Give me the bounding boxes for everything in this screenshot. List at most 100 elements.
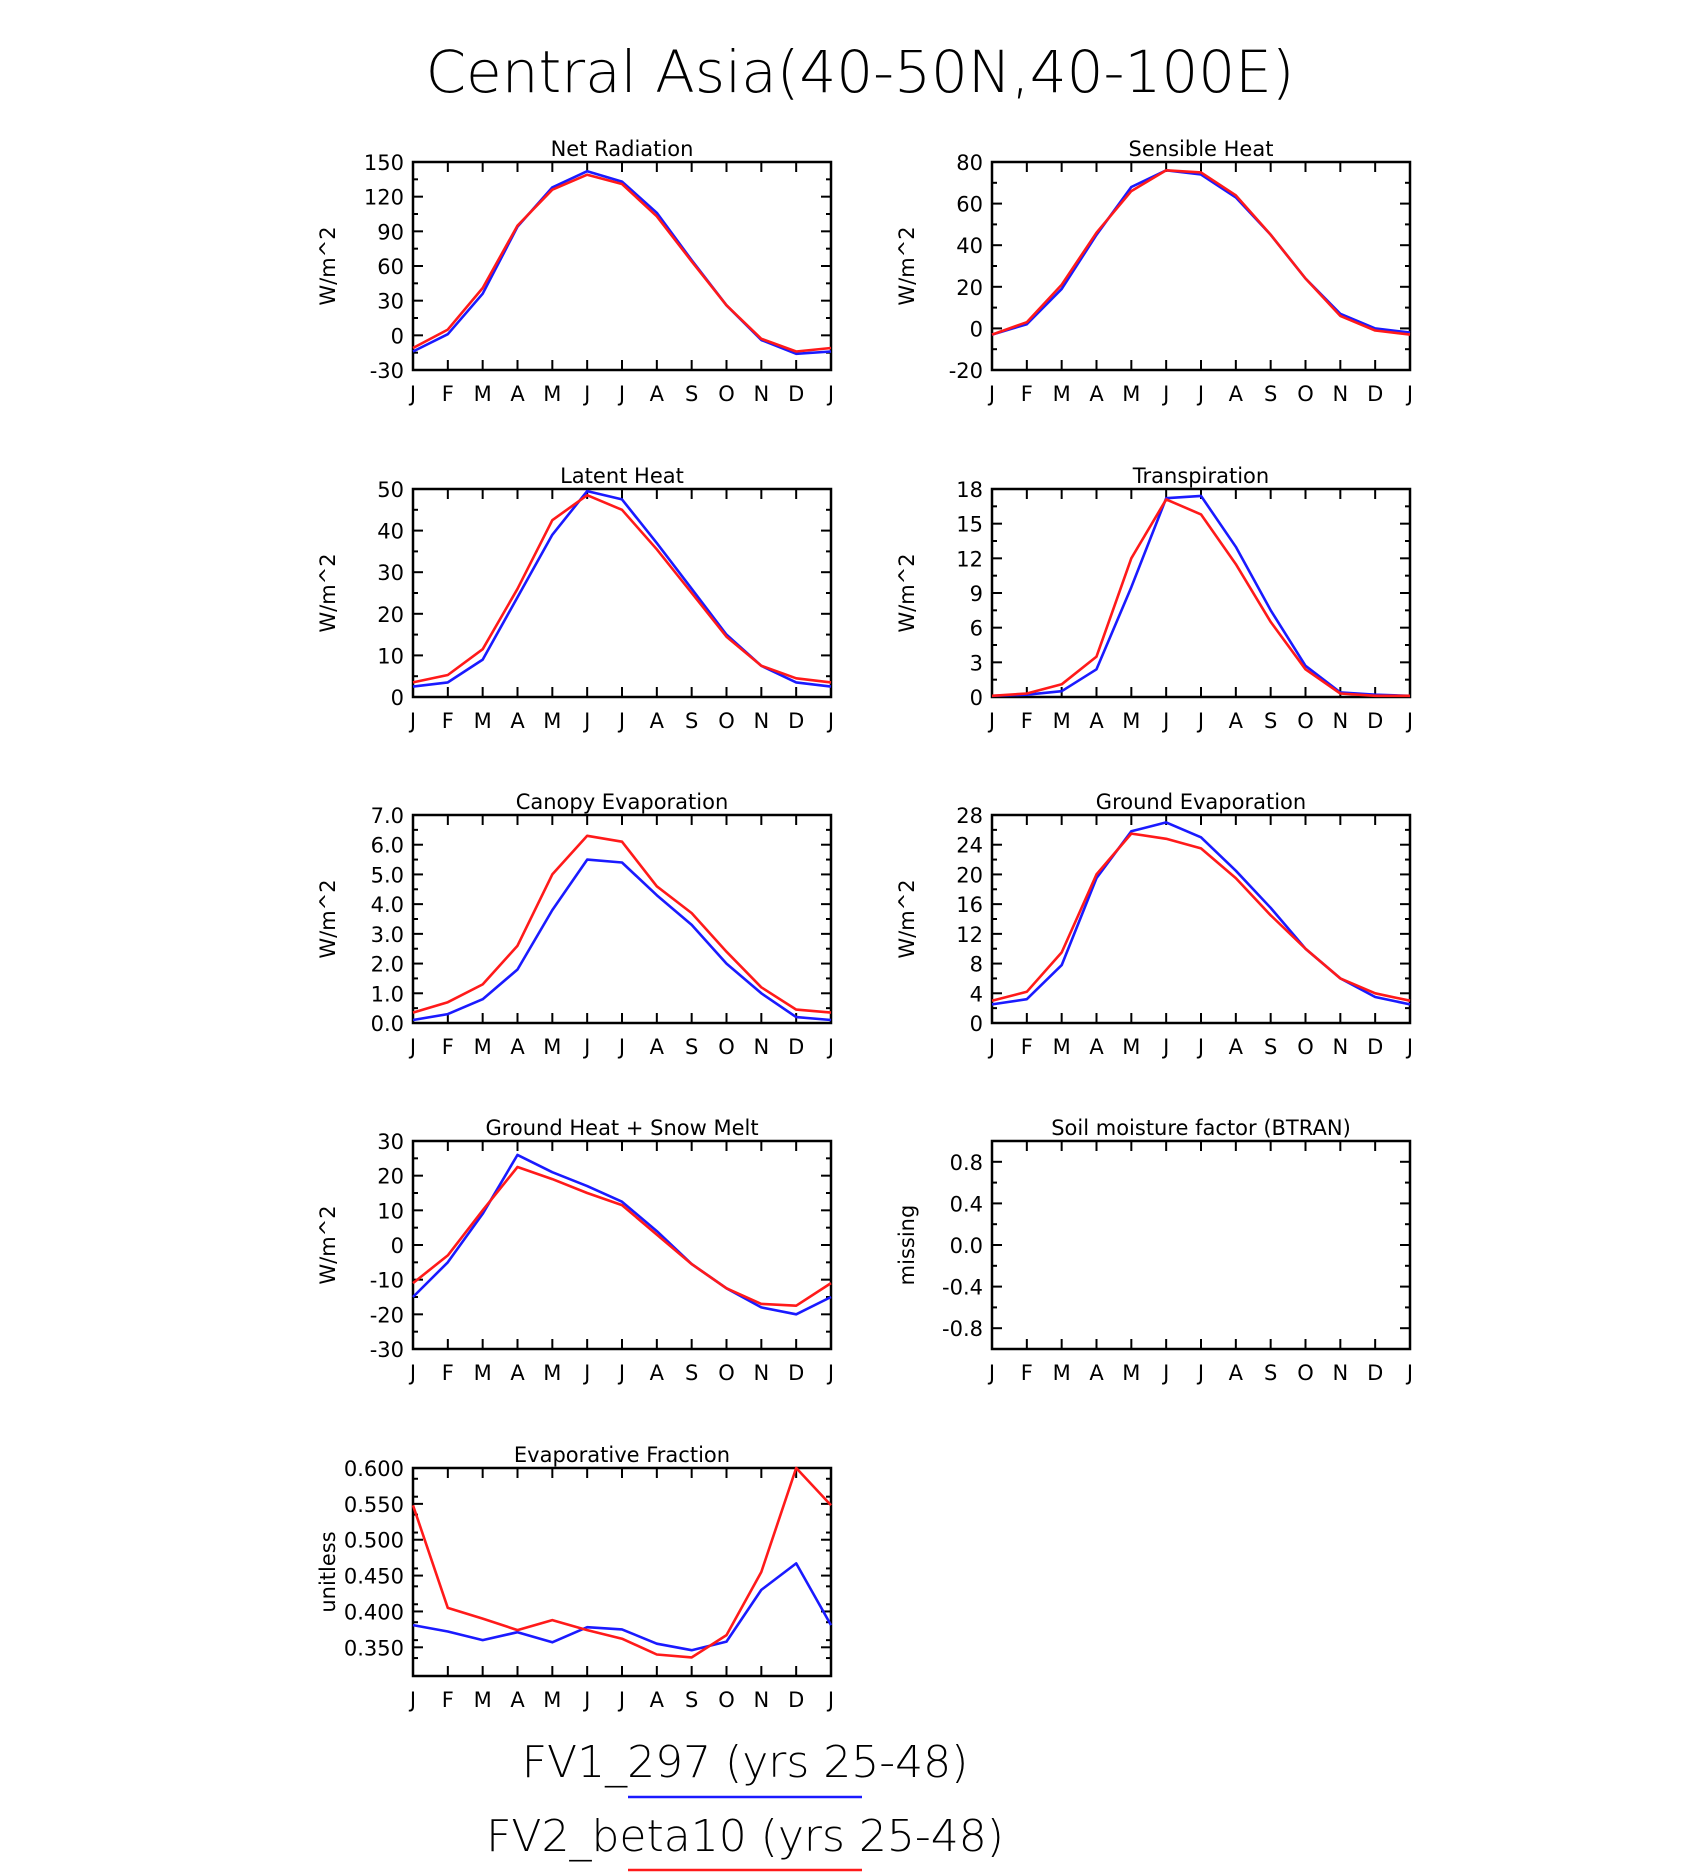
series-line-fv1-297-yrs-25-48 — [412, 1562, 833, 1652]
y-tick-label: 0.600 — [344, 1457, 404, 1481]
y-tick-label: 1.0 — [371, 982, 404, 1006]
x-tick-label: M — [474, 1361, 492, 1385]
x-tick-label: M — [1053, 1035, 1071, 1059]
panel-evaporative-fraction: J F M A M J J A S O N D J0.6000.5500.5000.4500.4000.… — [316, 1443, 834, 1712]
y-tick-label: 30 — [377, 290, 404, 314]
plot-frame — [411, 160, 833, 372]
series-line-fv1-297-yrs-25-48 — [412, 489, 832, 688]
y-axis-label: missing — [895, 1205, 919, 1286]
x-tick-label: M — [1122, 1035, 1140, 1059]
y-axis-label: W/m^2 — [316, 879, 340, 958]
x-tick-label: D — [1367, 1035, 1383, 1059]
panel-title: Ground Heat + Snow Melt — [485, 1116, 758, 1140]
y-tick-label: -20 — [949, 359, 983, 383]
y-tick-label: 0.400 — [344, 1600, 404, 1624]
series-line-fv2-beta10-yrs-25-48 — [991, 832, 1411, 1002]
x-tick-label: N — [1332, 382, 1348, 406]
y-tick-label: 0.450 — [344, 1565, 404, 1589]
x-tick-label: J — [582, 382, 590, 406]
x-tick-label: F — [442, 709, 454, 733]
x-tick-label: M — [474, 382, 492, 406]
x-tick-label: O — [1297, 382, 1314, 406]
y-tick-label: 50 — [377, 478, 404, 502]
x-tick-label: J — [617, 382, 625, 406]
x-tick-label: O — [718, 382, 735, 406]
x-tick-label: O — [718, 1688, 735, 1712]
x-tick-label: S — [685, 709, 698, 733]
x-tick-label: J — [1161, 1035, 1169, 1059]
panel-title: Net Radiation — [551, 137, 694, 161]
x-tick-label: J — [617, 1361, 625, 1385]
x-tick-label: O — [718, 709, 735, 733]
series-line-fv2-beta10-yrs-25-48 — [411, 1466, 832, 1659]
plot-frame — [990, 813, 1412, 1025]
y-tick-label: 0 — [970, 686, 983, 710]
x-tick-label: J — [826, 382, 834, 406]
x-tick-label: M — [543, 709, 561, 733]
x-tick-label: A — [510, 1361, 525, 1385]
y-tick-label: 0 — [970, 1012, 983, 1036]
x-tick-label: M — [1122, 709, 1140, 733]
x-tick-label: A — [1229, 1361, 1244, 1385]
x-tick-label: A — [650, 1035, 665, 1059]
panel-title: Transpiration — [1132, 464, 1269, 488]
x-tick-label: N — [753, 382, 769, 406]
x-tick-label: S — [1264, 1035, 1277, 1059]
x-tick-label: F — [442, 1361, 454, 1385]
y-axis-label: W/m^2 — [316, 553, 340, 632]
x-tick-label: O — [1297, 709, 1314, 733]
y-tick-label: 0 — [391, 324, 404, 348]
y-axis-label: unitless — [316, 1531, 340, 1612]
x-tick-label: M — [543, 1035, 561, 1059]
x-tick-label: A — [650, 382, 665, 406]
y-tick-label: -10 — [370, 1269, 404, 1293]
series-line-fv1-297-yrs-25-48 — [412, 858, 832, 1022]
y-tick-label: 5.0 — [371, 863, 404, 887]
x-tick-label: M — [1122, 1361, 1140, 1385]
x-tick-label: O — [1297, 1035, 1314, 1059]
y-tick-label: 40 — [377, 520, 404, 544]
panel-title: Sensible Heat — [1129, 137, 1274, 161]
x-tick-label: J — [408, 709, 416, 733]
x-tick-label: J — [1405, 1361, 1413, 1385]
y-tick-label: 24 — [956, 834, 983, 858]
x-tick-label: M — [1122, 382, 1140, 406]
y-tick-label: 9 — [970, 582, 983, 606]
x-tick-label: D — [788, 382, 804, 406]
y-tick-label: 15 — [956, 513, 983, 537]
y-tick-label: -30 — [370, 1338, 404, 1362]
plot-frame — [990, 1139, 1412, 1351]
y-axis-label: W/m^2 — [316, 226, 340, 305]
y-tick-label: 0 — [391, 686, 404, 710]
x-tick-label: J — [826, 1688, 834, 1712]
y-tick-label: 4.0 — [371, 893, 404, 917]
y-tick-label: 10 — [377, 1199, 404, 1223]
y-axis-label: W/m^2 — [895, 879, 919, 958]
x-tick-label: F — [1021, 382, 1033, 406]
x-tick-label: J — [987, 1361, 995, 1385]
x-tick-label: A — [510, 1688, 525, 1712]
x-tick-label: J — [582, 1361, 590, 1385]
x-tick-label: S — [1264, 709, 1277, 733]
x-tick-label: S — [1264, 1361, 1277, 1385]
series-line-fv1-297-yrs-25-48 — [991, 169, 1411, 336]
x-tick-label: S — [685, 1361, 698, 1385]
x-tick-label: M — [543, 382, 561, 406]
x-tick-label: A — [1229, 709, 1244, 733]
series-line-fv2-beta10-yrs-25-48 — [991, 498, 1410, 698]
series-line-fv2-beta10-yrs-25-48 — [412, 1165, 832, 1307]
series-line-fv1-297-yrs-25-48 — [412, 169, 832, 356]
x-tick-label: S — [1264, 382, 1277, 406]
x-tick-label: S — [685, 382, 698, 406]
x-tick-label: A — [510, 1035, 525, 1059]
series-line-fv1-297-yrs-25-48 — [991, 494, 1411, 698]
x-tick-label: F — [1021, 1361, 1033, 1385]
y-tick-label: 120 — [364, 186, 404, 210]
y-tick-label: 30 — [377, 1130, 404, 1154]
